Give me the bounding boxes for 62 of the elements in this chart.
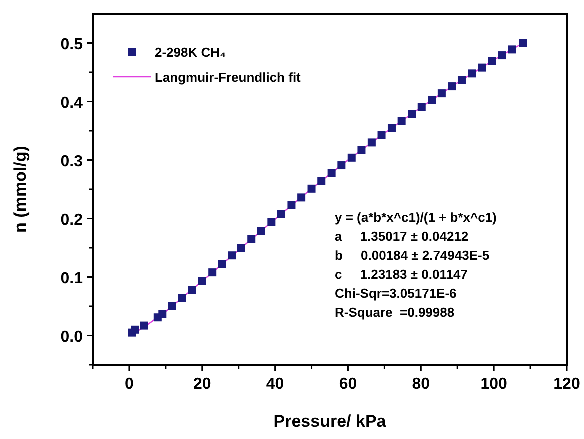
y-tick-label: 0.0 bbox=[60, 328, 84, 346]
point bbox=[257, 227, 266, 236]
point bbox=[298, 194, 306, 202]
x-tick-label: 80 bbox=[412, 376, 430, 393]
y-tick-label: 0.2 bbox=[60, 212, 84, 229]
point bbox=[318, 177, 326, 186]
y-axis-title: n (mmol/g) bbox=[11, 146, 30, 233]
annotation: b 0.00184 ± 2.74943E-5 bbox=[335, 248, 490, 263]
point bbox=[468, 70, 476, 78]
point bbox=[438, 90, 446, 98]
point bbox=[308, 184, 316, 193]
point bbox=[131, 326, 140, 334]
x-tick-label: 60 bbox=[339, 376, 358, 393]
point bbox=[388, 124, 396, 132]
point bbox=[448, 82, 456, 91]
point bbox=[140, 322, 148, 330]
point bbox=[248, 235, 256, 244]
legend-label: Langmuir-Freundlich fit bbox=[155, 70, 302, 85]
x-tick-label: 40 bbox=[266, 376, 284, 393]
point bbox=[358, 146, 366, 154]
annotation: a 1.35017 ± 0.04212 bbox=[335, 229, 469, 244]
y-tick-label: 0.4 bbox=[60, 94, 84, 112]
x-tick-label: 20 bbox=[193, 376, 212, 393]
point bbox=[498, 52, 506, 60]
point bbox=[218, 260, 226, 268]
legend-label: 2-298K CH₄ bbox=[155, 45, 226, 60]
point bbox=[408, 110, 416, 118]
point bbox=[508, 46, 516, 54]
x-tick-label: 120 bbox=[554, 376, 580, 393]
annotation: Chi-Sqr=3.05171E-6 bbox=[335, 286, 457, 301]
point bbox=[198, 277, 206, 286]
point bbox=[338, 162, 346, 170]
point bbox=[188, 286, 196, 294]
point bbox=[178, 294, 186, 302]
y-tick-label: 0.1 bbox=[60, 270, 84, 288]
x-tick-label: 0 bbox=[125, 376, 134, 393]
annotation: R-Square =0.99988 bbox=[335, 305, 455, 320]
point bbox=[288, 201, 296, 210]
point bbox=[418, 103, 426, 112]
point bbox=[378, 131, 386, 140]
point bbox=[519, 39, 528, 48]
x-axis-title: Pressure/ kPa bbox=[274, 412, 387, 431]
point bbox=[428, 96, 436, 104]
point bbox=[488, 57, 496, 66]
point bbox=[398, 117, 406, 126]
point bbox=[478, 64, 486, 72]
point bbox=[348, 154, 356, 162]
y-tick-label: 0.5 bbox=[60, 36, 84, 54]
point bbox=[168, 302, 176, 310]
y-tick-label: 0.3 bbox=[60, 153, 84, 170]
point bbox=[158, 310, 167, 318]
point bbox=[368, 138, 376, 147]
annotation: c 1.23183 ± 0.01147 bbox=[335, 267, 468, 282]
x-tick-label: 100 bbox=[480, 376, 508, 393]
annotation: y = (a*b*x^c1)/(1 + b*x^c1) bbox=[335, 210, 497, 225]
point bbox=[208, 268, 217, 277]
point bbox=[278, 210, 286, 218]
point bbox=[458, 76, 466, 84]
point bbox=[237, 244, 246, 252]
point bbox=[328, 169, 336, 178]
point bbox=[228, 252, 236, 260]
point bbox=[268, 218, 276, 226]
